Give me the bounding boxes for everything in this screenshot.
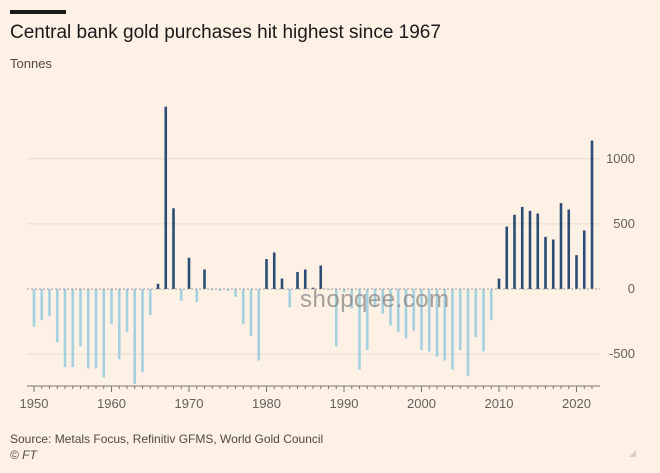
bar-1972 (203, 269, 206, 289)
bar-1966 (156, 283, 160, 289)
bar-2012 (513, 214, 516, 289)
bar-2018 (559, 203, 563, 289)
bar-1996 (389, 289, 392, 326)
bar-1950 (32, 289, 36, 327)
x-tick-label: 1970 (175, 396, 204, 411)
bar-1961 (117, 289, 121, 360)
bar-2019 (567, 209, 571, 289)
x-tick-label: 2000 (407, 396, 436, 411)
x-tick-label: 2020 (562, 396, 591, 411)
bar-1958 (94, 289, 98, 369)
bar-1990 (342, 289, 346, 293)
x-tick-label: 1980 (252, 396, 281, 411)
ft-credit: © FT (10, 448, 37, 462)
bar-1963 (133, 289, 137, 385)
bar-1985 (303, 269, 307, 289)
bar-1987 (319, 265, 323, 289)
bar-1969 (179, 289, 183, 301)
x-tick-label: 1960 (97, 396, 126, 411)
bar-1979 (257, 289, 261, 361)
bar-2021 (582, 230, 586, 289)
bar-1964 (141, 289, 144, 373)
bar-2014 (528, 210, 532, 289)
bar-2000 (420, 289, 423, 351)
y-axis-unit-label: Tonnes (10, 56, 52, 71)
y-tick-label: -500 (609, 346, 635, 361)
bar-1991 (350, 289, 354, 309)
bar-2016 (544, 236, 547, 289)
x-tick-label: 1950 (20, 396, 49, 411)
y-axis-ticks: 1000 500 0 -500 (606, 151, 635, 361)
bar-2005 (458, 289, 462, 351)
chart-gridlines (27, 158, 600, 355)
bar-1986 (311, 287, 315, 289)
bar-2011 (505, 226, 509, 289)
bar-1977 (241, 289, 245, 325)
bar-1973 (210, 289, 214, 291)
bar-1994 (373, 289, 377, 308)
bar-2002 (435, 289, 439, 357)
bar-1982 (280, 278, 284, 289)
chart-bars (27, 106, 600, 385)
bar-1959 (102, 289, 106, 378)
bar-1962 (125, 289, 129, 332)
bar-1965 (148, 289, 152, 316)
x-tick-label: 1990 (330, 396, 359, 411)
bar-1956 (79, 289, 82, 347)
bar-1983 (288, 289, 292, 308)
bar-2003 (443, 289, 447, 361)
bar-1951 (40, 289, 44, 321)
bar-1981 (272, 252, 276, 289)
bar-1995 (381, 289, 385, 314)
bar-1997 (396, 289, 400, 332)
bar-2010 (497, 278, 501, 289)
bar-2006 (466, 289, 470, 377)
bar-1955 (71, 289, 75, 368)
bar-1999 (412, 289, 416, 331)
bar-1968 (172, 208, 175, 289)
bar-1976 (234, 289, 237, 297)
bar-1954 (63, 289, 67, 368)
bar-2015 (536, 213, 540, 289)
bar-2001 (427, 289, 431, 352)
bar-1984 (296, 272, 299, 289)
bar-2020 (575, 255, 578, 289)
y-tick-label: 0 (628, 281, 635, 296)
bar-1992 (358, 289, 361, 370)
x-axis: 1950 1960 1970 1980 1990 2000 2010 2020 (20, 385, 600, 411)
resize-corner-icon (629, 450, 636, 457)
bar-2022 (590, 140, 594, 289)
bar-2007 (474, 289, 478, 338)
bar-1993 (365, 289, 369, 351)
bar-1957 (86, 289, 90, 369)
watermark-text: shopqee.com (300, 286, 450, 313)
y-tick-label: 1000 (606, 151, 635, 166)
bar-1978 (249, 289, 253, 336)
bar-1967 (164, 106, 168, 289)
chart-title: Central bank gold purchases hit highest … (10, 22, 441, 43)
bar-2004 (451, 289, 454, 370)
brand-accent-bar (10, 10, 66, 14)
bar-2009 (489, 289, 493, 321)
bar-1952 (48, 289, 51, 317)
bar-2008 (482, 289, 485, 352)
bar-2017 (551, 239, 555, 289)
bar-1971 (195, 289, 199, 303)
bar-1974 (218, 289, 222, 291)
bar-1953 (55, 289, 59, 343)
source-note: Source: Metals Focus, Refinitiv GFMS, Wo… (10, 432, 324, 446)
bar-1980 (265, 259, 268, 289)
bar-1989 (334, 289, 338, 347)
bar-1975 (226, 289, 230, 291)
y-tick-label: 500 (613, 216, 635, 231)
bar-1998 (404, 289, 408, 339)
x-tick-label: 2010 (485, 396, 514, 411)
bar-1960 (110, 289, 113, 325)
bar-1970 (187, 257, 191, 289)
bar-2013 (520, 206, 524, 289)
